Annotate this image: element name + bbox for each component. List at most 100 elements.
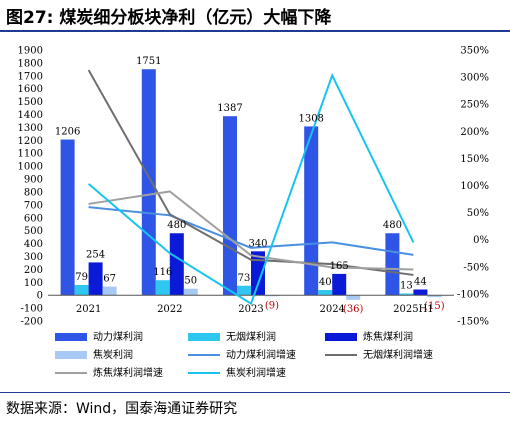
bar-value-label: 1751 — [136, 56, 161, 67]
left-tick-label: 300 — [24, 252, 43, 263]
right-tick-label: 50% — [467, 208, 489, 219]
growth-lines — [87, 69, 415, 306]
bar-value-label: 480 — [383, 220, 402, 231]
growth-line-1 — [88, 206, 414, 256]
bar-4-2021 — [102, 286, 117, 296]
left-tick-label: 400 — [24, 239, 43, 250]
bar-3-2022 — [169, 233, 184, 296]
bar-1-2021 — [60, 139, 75, 296]
right-tick-label: -50% — [463, 262, 489, 273]
left-tick-label: 1700 — [18, 71, 43, 82]
left-tick-label: 1300 — [18, 123, 43, 134]
right-tick-label: 200% — [460, 127, 489, 138]
legend-label: 动力煤利润 — [93, 330, 143, 343]
bar-2-2023 — [237, 285, 251, 296]
left-tick-label: 1800 — [18, 58, 43, 69]
left-tick-label: 1000 — [18, 162, 43, 173]
category-label: 2023 — [238, 304, 263, 315]
bar-value-label: 1387 — [217, 103, 242, 114]
bar-3-2024 — [332, 273, 347, 296]
bar-value-label: 165 — [330, 261, 349, 272]
left-tick-label: 500 — [24, 226, 43, 237]
bar-value-label: (9) — [265, 300, 279, 311]
bar-4-2022 — [183, 288, 198, 296]
legend-swatch — [325, 333, 357, 341]
category-label: 2025H1 — [393, 304, 434, 315]
left-tick-label: 800 — [24, 187, 43, 198]
left-tick-label: 1100 — [18, 149, 43, 160]
category-label: 2024 — [319, 304, 344, 315]
right-tick-label: -150% — [457, 317, 489, 328]
bar-value-label: 254 — [86, 249, 105, 260]
left-tick-label: 200 — [24, 265, 43, 276]
left-tick-label: 700 — [24, 200, 43, 211]
legend-swatch — [55, 351, 87, 359]
right-tick-label: 150% — [460, 154, 489, 165]
bar-value-label: 79 — [75, 272, 88, 283]
bar-value-label: 116 — [153, 267, 172, 278]
legend-label: 动力煤利润增速 — [226, 348, 296, 361]
legend-swatch — [188, 333, 220, 341]
left-tick-label: 1900 — [18, 46, 43, 57]
bar-value-label: 73 — [238, 273, 251, 284]
bar-2-2025H1 — [399, 293, 414, 296]
title-rule — [0, 30, 510, 32]
bar-value-label: 50 — [184, 276, 197, 287]
bar-2-2024 — [318, 290, 333, 296]
legend-swatch — [55, 333, 87, 341]
bar-value-label: 1308 — [298, 113, 323, 124]
bar-value-label: 13 — [400, 281, 413, 292]
bar-3-2021 — [88, 262, 103, 296]
category-label: 2021 — [76, 304, 101, 315]
chart-title: 图27: 煤炭细分板块净利（亿元）大幅下降 — [6, 8, 332, 28]
bar-4-2024 — [346, 295, 361, 300]
legend-label: 无烟煤利润 — [226, 330, 276, 343]
left-tick-label: 600 — [24, 213, 43, 224]
bar-2-2022 — [155, 280, 170, 296]
growth-line-3 — [88, 190, 414, 271]
right-tick-label: 350% — [460, 46, 489, 57]
source-note: 数据来源：Wind，国泰海通证券研究 — [6, 401, 238, 417]
bar-1-2025H1 — [385, 233, 400, 296]
bar-3-2023 — [251, 251, 265, 296]
legend-label: 无烟煤利润增速 — [363, 348, 433, 361]
bar-1-2023 — [223, 116, 237, 296]
bar-1-2024 — [304, 126, 319, 296]
left-tick-label: 900 — [24, 175, 43, 186]
category-labels: 2021 2022 2023 2024 2025H1 — [76, 304, 434, 315]
bar-4-2025H1 — [427, 295, 442, 298]
legend-label: 炼焦煤利润 — [363, 330, 413, 343]
left-tick-label: 1200 — [18, 136, 43, 147]
bar-4-2023 — [265, 295, 279, 297]
bar-value-label: 340 — [248, 238, 267, 249]
bottom-rule — [0, 392, 510, 393]
bar-value-label: 44 — [414, 277, 427, 288]
right-tick-label: -100% — [457, 289, 489, 300]
bar-value-label: 40 — [319, 277, 332, 288]
left-tick-label: 0 — [37, 291, 43, 302]
category-label: 2022 — [157, 304, 182, 315]
left-tick-label: 1400 — [18, 110, 43, 121]
left-tick-label: 1600 — [18, 84, 43, 95]
right-tick-label: 300% — [460, 73, 489, 84]
left-tick-label: 100 — [24, 278, 43, 289]
bar-value-label: 1206 — [55, 127, 80, 138]
right-tick-label: 0% — [473, 235, 489, 246]
bar-value-label: 67 — [103, 274, 116, 285]
legend-label: 焦炭利润 — [93, 348, 133, 361]
growth-line-4 — [87, 72, 415, 306]
legend-label: 炼焦煤利润增速 — [93, 366, 163, 379]
bar-value-label: 480 — [167, 220, 186, 231]
right-axis: -150% -100% -50% 0% 50% 100% 150% 200% 250% 300% 3… — [457, 46, 489, 328]
bar-labels: 1206 79 254 67 1751 116 480 50 1387 73 340 (9) 1308 4… — [55, 56, 445, 315]
left-tick-label: -100 — [21, 304, 43, 315]
bar-value-label: (36) — [343, 304, 364, 315]
right-tick-label: 100% — [460, 181, 489, 192]
right-tick-label: 250% — [460, 100, 489, 111]
bar-1-2022 — [141, 69, 156, 296]
bar-3-2025H1 — [413, 289, 428, 296]
title-bar: 图27: 煤炭细分板块净利（亿元）大幅下降 — [0, 0, 510, 28]
